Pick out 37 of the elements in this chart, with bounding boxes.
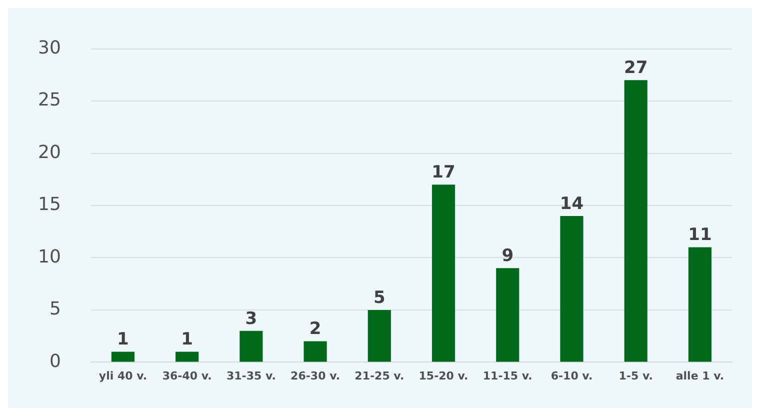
data-label: 17 [432, 162, 456, 183]
bar [368, 310, 391, 362]
y-tick-label: 0 [49, 350, 61, 372]
x-tick-label: alle 1 v. [676, 370, 724, 383]
x-tick-label: 21-25 v. [354, 370, 404, 383]
y-tick-label: 20 [38, 142, 61, 163]
x-tick-label: 31-35 v. [226, 370, 276, 383]
data-label: 3 [245, 308, 258, 329]
y-tick-label: 25 [38, 90, 61, 111]
y-tick-label: 10 [38, 246, 61, 268]
data-label: 1 [181, 330, 193, 350]
data-label: 27 [624, 58, 648, 78]
bar [560, 216, 584, 362]
x-tick-label: 26-30 v. [290, 370, 340, 383]
bar [624, 80, 648, 362]
bar [432, 184, 456, 362]
y-tick-label: 15 [38, 194, 61, 216]
x-tick-label: 1-5 v. [618, 370, 653, 383]
bar [688, 247, 712, 362]
y-tick-label: 30 [38, 37, 61, 58]
data-label: 1 [117, 330, 129, 350]
x-tick-label: yli 40 v. [98, 370, 148, 383]
y-tick-label: 5 [49, 298, 61, 320]
bar [304, 341, 327, 362]
bar [240, 330, 263, 362]
data-label: 9 [502, 246, 514, 266]
x-tick-label: 11-15 v. [482, 370, 532, 383]
bar [176, 352, 199, 362]
bar [111, 352, 134, 362]
x-tick-label: 6-10 v. [550, 370, 593, 383]
data-label: 5 [373, 288, 386, 308]
data-label: 11 [688, 225, 712, 246]
x-tick-label: 36-40 v. [162, 370, 212, 383]
data-label: 14 [560, 194, 584, 214]
data-label: 2 [309, 319, 322, 340]
x-tick-label: 15-20 v. [418, 370, 468, 383]
bar [496, 268, 520, 362]
